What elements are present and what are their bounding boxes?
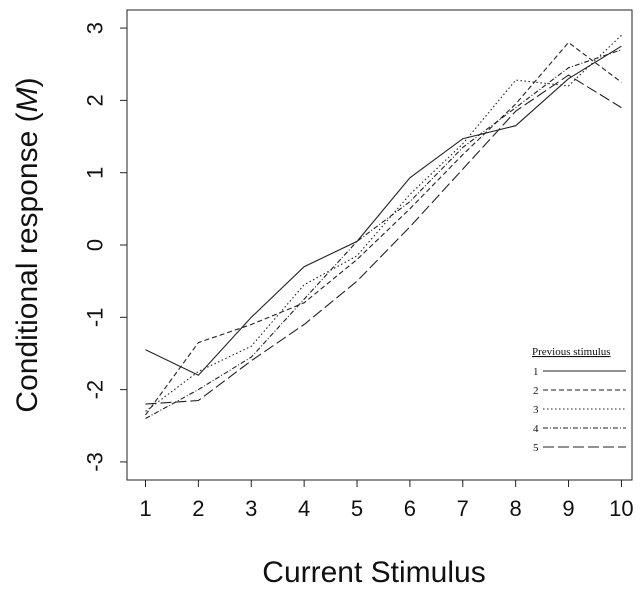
y-axis: -3 -2 -1 0 1 2 3 bbox=[83, 22, 127, 472]
x-tick-label: 5 bbox=[351, 496, 363, 521]
y-tick-label: 1 bbox=[83, 167, 108, 179]
legend-label-2: 2 bbox=[533, 385, 539, 397]
series-5-line bbox=[145, 74, 622, 405]
legend-label-1: 1 bbox=[533, 366, 539, 378]
x-axis: 1 2 3 4 5 6 7 8 9 10 bbox=[139, 480, 634, 521]
x-tick-label: 1 bbox=[139, 496, 151, 521]
y-tick-label: 2 bbox=[83, 94, 108, 106]
series-layer bbox=[145, 34, 622, 419]
legend-label-5: 5 bbox=[533, 442, 539, 454]
series-2-line bbox=[145, 41, 622, 416]
y-tick-label: 3 bbox=[83, 22, 108, 34]
x-tick-label: 8 bbox=[510, 496, 522, 521]
x-tick-label: 7 bbox=[457, 496, 469, 521]
legend: Previous stimulus 1 2 3 4 5 bbox=[532, 346, 626, 454]
y-axis-title-suffix: ) bbox=[11, 77, 44, 87]
x-tick-label: 10 bbox=[609, 496, 633, 521]
x-tick-label: 9 bbox=[562, 496, 574, 521]
legend-label-4: 4 bbox=[533, 423, 539, 435]
y-tick-label: 0 bbox=[83, 239, 108, 251]
y-axis-title: Conditional response (M) bbox=[11, 77, 44, 412]
x-axis-title: Current Stimulus bbox=[262, 556, 485, 588]
legend-label-3: 3 bbox=[533, 404, 539, 416]
y-tick-label: -1 bbox=[83, 308, 108, 328]
x-tick-label: 3 bbox=[245, 496, 257, 521]
x-tick-label: 2 bbox=[192, 496, 204, 521]
y-axis-title-italic: M bbox=[11, 87, 44, 112]
x-tick-label: 6 bbox=[404, 496, 416, 521]
y-axis-title-prefix: Conditional response ( bbox=[11, 112, 44, 412]
legend-title: Previous stimulus bbox=[532, 346, 611, 358]
x-tick-label: 4 bbox=[298, 496, 310, 521]
series-1-line bbox=[145, 45, 622, 376]
y-tick-label: -2 bbox=[83, 380, 108, 400]
series-4-line bbox=[145, 49, 622, 419]
y-tick-label: -3 bbox=[83, 452, 108, 472]
